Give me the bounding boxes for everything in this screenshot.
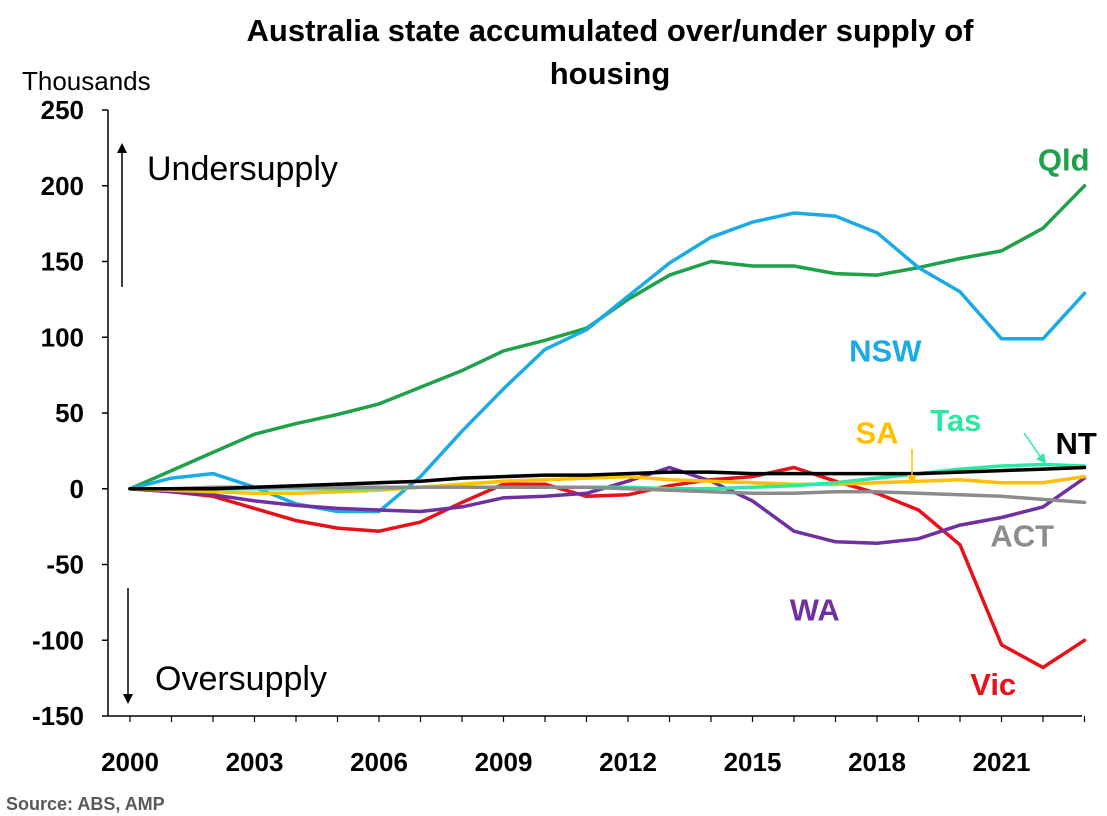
- series-lines: [128, 184, 1087, 670]
- y-tick-label: -150: [32, 701, 84, 731]
- y-tick-label: -50: [46, 550, 84, 580]
- series-label-nt: NT: [1056, 426, 1097, 461]
- x-tick-label: 2009: [475, 747, 533, 777]
- oversupply-arrow-icon: [123, 588, 133, 704]
- series-line-nsw: [128, 211, 1087, 514]
- series-label-sa: SA: [855, 415, 898, 450]
- series-line-vic: [128, 465, 1087, 670]
- y-axis-unit-label: Thousands: [22, 66, 151, 96]
- x-tick-label: 2018: [848, 747, 906, 777]
- series-label-wa: WA: [790, 593, 840, 628]
- y-tick-label: -100: [32, 625, 84, 655]
- y-tick-label: 0: [70, 474, 84, 504]
- series-label-act: ACT: [990, 518, 1054, 553]
- y-tick-label: 200: [41, 171, 84, 201]
- tas-leader-line: [1023, 432, 1046, 464]
- y-tick-label: 100: [41, 322, 84, 352]
- undersupply-arrow-icon: [117, 143, 127, 287]
- series-labels: Qld NSW Vic WA SA Tas ACT NT: [790, 143, 1097, 702]
- series-label-vic: Vic: [970, 667, 1016, 702]
- x-axis: 2000 2003 2006 2009 2012 2015 2018 2021: [101, 715, 1086, 777]
- series-label-nsw: NSW: [849, 333, 922, 368]
- x-tick-label: 2021: [973, 747, 1031, 777]
- sa-leader-line: [907, 449, 917, 484]
- chart-title-line1: Australia state accumulated over/under s…: [247, 13, 975, 48]
- series-line-sa: [128, 474, 1087, 496]
- undersupply-annotation: Undersupply: [147, 150, 338, 188]
- series-label-tas: Tas: [930, 403, 981, 438]
- y-tick-label: 250: [41, 95, 84, 125]
- oversupply-annotation: Oversupply: [155, 660, 327, 698]
- series-line-qld: [128, 184, 1087, 491]
- x-tick-label: 2015: [724, 747, 782, 777]
- y-axis: 250 200 150 100 50 0 -50 -100 -150: [32, 95, 109, 731]
- x-tick-label: 2003: [226, 747, 284, 777]
- chart-title-line2: housing: [550, 56, 671, 91]
- y-tick-label: 50: [55, 398, 84, 428]
- series-label-qld: Qld: [1038, 143, 1090, 178]
- source-note: Source: ABS, AMP: [6, 794, 165, 814]
- x-tick-label: 2012: [599, 747, 657, 777]
- y-tick-label: 150: [41, 247, 84, 277]
- x-tick-label: 2000: [101, 747, 159, 777]
- series-line-nt: [128, 465, 1087, 491]
- x-tick-label: 2006: [350, 747, 408, 777]
